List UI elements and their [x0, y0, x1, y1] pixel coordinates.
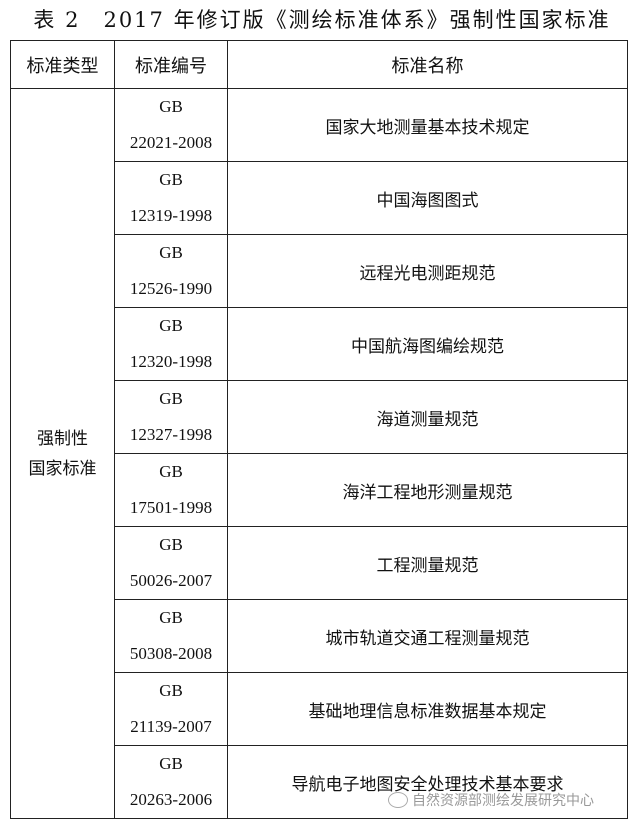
standard-prefix: GB	[159, 608, 183, 627]
name-cell: 中国航海图编绘规范	[227, 307, 628, 381]
standard-number: 20263-2006	[129, 790, 213, 809]
standard-prefix: GB	[159, 535, 183, 554]
standard-prefix: GB	[159, 681, 183, 700]
standard-number: 12526-1990	[129, 279, 213, 298]
name-cell: 海洋工程地形测量规范	[227, 453, 628, 527]
table-row: GB 12526-1990 远程光电测距规范	[11, 234, 628, 308]
standard-prefix: GB	[159, 316, 183, 335]
table-row: GB 12319-1998 中国海图图式	[11, 161, 628, 235]
header-type: 标准类型	[10, 40, 115, 89]
number-cell: GB 50308-2008	[114, 599, 228, 673]
header-number: 标准编号	[114, 40, 228, 89]
number-cell: GB 50026-2007	[114, 526, 228, 600]
name-cell: 国家大地测量基本技术规定	[227, 88, 628, 162]
table-caption: 表 2 2017 年修订版《测绘标准体系》强制性国家标准	[33, 8, 611, 32]
table-row: GB 50308-2008 城市轨道交通工程测量规范	[11, 599, 628, 673]
table-row: GB 17501-1998 海洋工程地形测量规范	[11, 453, 628, 527]
type-label: 国家标准	[28, 458, 97, 479]
standard-prefix: GB	[159, 170, 183, 189]
table-row: GB 12327-1998 海道测量规范	[11, 380, 628, 454]
number-cell: GB 22021-2008	[114, 88, 228, 162]
number-cell: GB 20263-2006	[114, 745, 228, 819]
number-cell: GB 17501-1998	[114, 453, 228, 527]
wechat-icon	[388, 792, 408, 808]
header-name: 标准名称	[227, 40, 628, 89]
number-cell: GB 12320-1998	[114, 307, 228, 381]
standard-number: 21139-2007	[130, 717, 212, 736]
standard-number: 12319-1998	[129, 206, 213, 225]
standard-prefix: GB	[159, 97, 183, 116]
standard-prefix: GB	[159, 389, 183, 408]
name-cell: 远程光电测距规范	[227, 234, 628, 308]
table-row: 强制性国家标准 GB 22021-2008 国家大地测量基本技术规定	[10, 88, 628, 819]
watermark: 自然资源部测绘发展研究中心	[388, 790, 594, 810]
header-row: 标准类型 标准编号 标准名称	[10, 40, 628, 89]
name-cell: 中国海图图式	[227, 161, 628, 235]
number-cell: GB 12319-1998	[114, 161, 228, 235]
standard-number: 17501-1998	[129, 498, 213, 517]
number-cell: GB 21139-2007	[114, 672, 228, 746]
number-cell: GB 12526-1990	[114, 234, 228, 308]
table-row: GB 20263-2006 导航电子地图安全处理技术基本要求	[11, 745, 628, 819]
name-cell: 工程测量规范	[227, 526, 628, 600]
name-cell: 基础地理信息标准数据基本规定	[227, 672, 628, 746]
table-row: GB 12320-1998 中国航海图编绘规范	[11, 307, 628, 381]
standard-number: 50026-2007	[129, 571, 213, 590]
type-cell: 强制性 国家标准	[10, 88, 115, 819]
standard-number: 50308-2008	[129, 644, 213, 663]
type-label: 强制性	[37, 428, 88, 449]
standard-prefix: GB	[159, 243, 183, 262]
standard-prefix: GB	[159, 754, 183, 773]
name-cell: 城市轨道交通工程测量规范	[227, 599, 628, 673]
standards-table: 标准类型 标准编号 标准名称 强制性国家标准 GB 22021-2008 国家大地测量…	[10, 40, 628, 819]
standard-prefix: GB	[159, 462, 183, 481]
standard-number: 22021-2008	[129, 133, 213, 152]
watermark-text: 自然资源部测绘发展研究中心	[412, 793, 594, 809]
table-row: GB 21139-2007 基础地理信息标准数据基本规定	[11, 672, 628, 746]
number-cell: GB 12327-1998	[114, 380, 228, 454]
standard-number: 12320-1998	[129, 352, 213, 371]
name-cell: 海道测量规范	[227, 380, 628, 454]
standard-number: 12327-1998	[129, 425, 213, 444]
name-cell: 导航电子地图安全处理技术基本要求	[227, 745, 628, 819]
